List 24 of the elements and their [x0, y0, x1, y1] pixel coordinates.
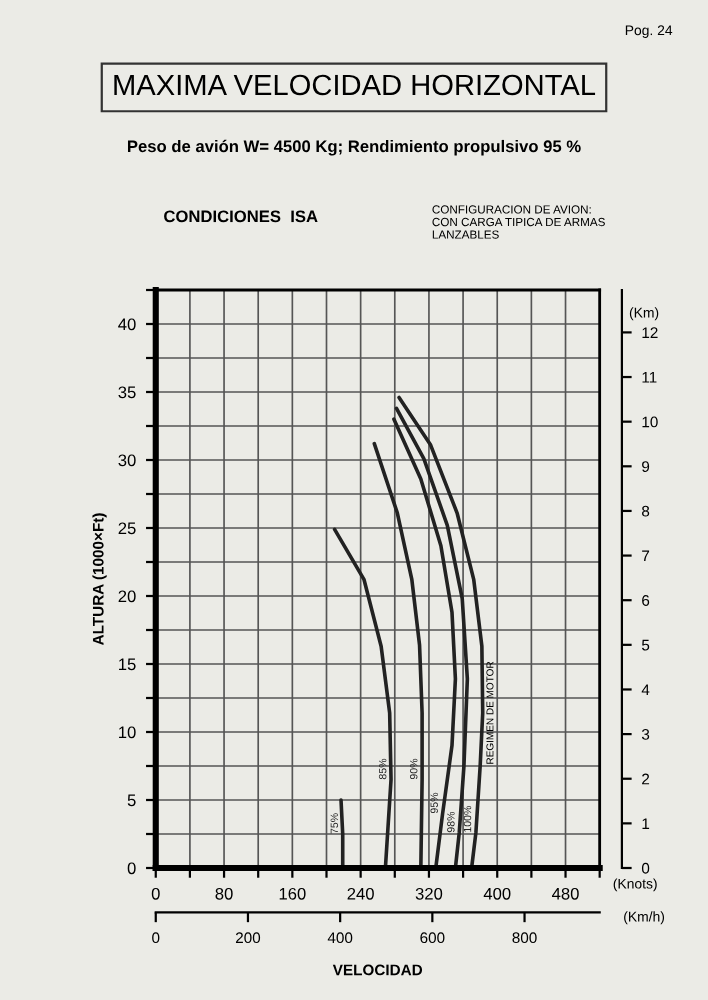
x-tick-label: 80 — [215, 887, 233, 900]
line-series — [332, 527, 393, 868]
y-tick-label: 5 — [127, 794, 136, 807]
x-tick-label: 0 — [151, 887, 160, 900]
line-series — [392, 417, 458, 868]
chart-title: MAXIMA VELOCIDAD HORIZONTAL — [114, 74, 596, 96]
x-tick-label: 320 — [415, 887, 443, 900]
line-series — [397, 395, 485, 868]
line-series — [372, 441, 424, 868]
x-tick-label: 480 — [552, 887, 579, 900]
y-tick-label: 35 — [118, 386, 136, 399]
y-tick-label: 20 — [118, 590, 136, 603]
y-tick-label: 30 — [118, 454, 136, 467]
x-tick-label: 400 — [483, 887, 511, 900]
chart-subtitle: Peso de avión W= 4500 Kg; Rendimiento propulsivo 95 % — [127, 139, 581, 156]
y-tick-label: 15 — [119, 658, 136, 671]
text: CONDICIONES ISA — [164, 210, 318, 223]
y-tick-label: 25 — [118, 522, 136, 535]
line-series — [394, 406, 470, 868]
y-tick-label: 0 — [127, 862, 136, 875]
x-tick-label: 160 — [279, 887, 306, 900]
y-tick-label: 10 — [119, 726, 136, 739]
x-tick-label: 240 — [347, 887, 374, 900]
y-tick-label: 40 — [118, 318, 136, 331]
